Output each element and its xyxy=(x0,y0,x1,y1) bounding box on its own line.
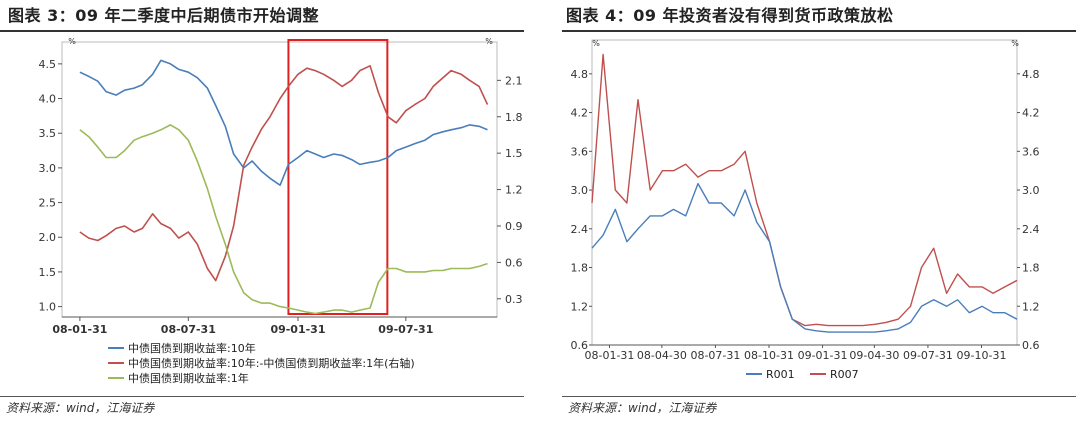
series-line-r007 xyxy=(591,53,1018,327)
series-line-1 xyxy=(79,59,488,186)
y-right-tick-label: 0.9 xyxy=(505,220,523,233)
figure-4-top-rule xyxy=(562,30,1076,32)
x-tick-label: 09-01-31 xyxy=(270,323,325,336)
y-right-tick-label: 0.6 xyxy=(505,256,523,269)
y-right-tick-label: 4.2 xyxy=(1022,107,1040,120)
legend-label-3: 中债国债到期收益率:1年 xyxy=(128,371,249,385)
y-left-tick-label: 4.8 xyxy=(571,68,589,81)
x-tick-label: 09-01-31 xyxy=(798,349,848,362)
x-tick-label: 09-07-31 xyxy=(378,323,433,336)
x-tick-label: 08-04-30 xyxy=(637,349,687,362)
y-right-tick-label: 4.8 xyxy=(1022,68,1040,81)
x-tick-label: 08-10-31 xyxy=(744,349,794,362)
y-left-tick-label: 0.6 xyxy=(571,339,589,352)
legend-label-r007: R007 xyxy=(830,368,859,381)
figure-3-chart: % % 1.0 1.5 2.0 2.5 3.0 3.5 4.0 4.5 0.3 0.6 0.9 1.2 1.… xyxy=(39,37,523,385)
y-right-unit: % xyxy=(1011,39,1019,48)
y-left-tick-label: 3.0 xyxy=(39,162,57,175)
y-left-unit: % xyxy=(68,37,76,46)
y-left-tick-label: 2.0 xyxy=(39,231,57,244)
y-left-tick-label: 2.4 xyxy=(571,223,589,236)
figure-3-bottom-rule xyxy=(0,396,524,397)
y-right-tick-label: 3.0 xyxy=(1022,184,1040,197)
figure-4-bottom-rule xyxy=(562,396,1076,397)
y-left-tick-label: 3.6 xyxy=(571,145,589,158)
figure-4-title: 图表 4：09 年投资者没有得到货币政策放松 xyxy=(566,6,894,25)
legend-label-r001: R001 xyxy=(766,368,795,381)
series-line-r001 xyxy=(591,182,1018,333)
y-right-tick-label: 1.2 xyxy=(505,184,523,197)
legend-label-1: 中债国债到期收益率:10年 xyxy=(128,341,256,355)
y-left-tick-label: 3.0 xyxy=(571,184,589,197)
series-line-3 xyxy=(79,124,488,315)
figure-3-title: 图表 3：09 年二季度中后期债市开始调整 xyxy=(8,6,320,25)
y-left-tick-label: 4.5 xyxy=(39,58,57,71)
y-right-tick-label: 0.3 xyxy=(505,293,523,306)
y-right-tick-label: 1.5 xyxy=(505,147,523,160)
y-left-unit: % xyxy=(592,39,600,48)
y-right-tick-label: 3.6 xyxy=(1022,145,1040,158)
y-left-tick-label: 4.2 xyxy=(571,107,589,120)
figure-4-source: 资料来源：wind，江海证券 xyxy=(568,401,717,415)
y-left-tick-label: 4.0 xyxy=(39,93,57,106)
figure-3-top-rule xyxy=(0,30,524,32)
series-line-2 xyxy=(79,65,489,282)
x-tick-label: 08-01-31 xyxy=(584,349,634,362)
y-left-tick-label: 3.5 xyxy=(39,127,57,140)
y-right-tick-label: 1.8 xyxy=(1022,262,1040,275)
x-tick-label: 09-07-31 xyxy=(903,349,953,362)
y-right-tick-label: 1.2 xyxy=(1022,300,1040,313)
y-right-tick-label: 1.8 xyxy=(505,111,523,124)
x-tick-label: 09-10-31 xyxy=(957,349,1007,362)
y-left-tick-label: 1.5 xyxy=(39,266,57,279)
x-tick-label: 08-07-31 xyxy=(690,349,740,362)
figure-3-source: 资料来源：wind，江海证券 xyxy=(6,401,155,415)
y-left-tick-label: 1.2 xyxy=(571,300,589,313)
y-left-tick-label: 1.8 xyxy=(571,262,589,275)
figure-4-chart: % % 0.6 0.6 1.2 1.2 1.8 1.8 2.4 2.4 3.0 3.0 3.6 3.6 4.… xyxy=(571,39,1040,381)
x-tick-label: 08-01-31 xyxy=(52,323,107,336)
x-tick-label: 08-07-31 xyxy=(161,323,216,336)
x-tick-label: 09-04-30 xyxy=(849,349,899,362)
y-left-tick-label: 1.0 xyxy=(39,301,57,314)
plot-area xyxy=(591,39,1018,346)
y-left-tick-label: 2.5 xyxy=(39,197,57,210)
y-right-tick-label: 0.6 xyxy=(1022,339,1040,352)
y-right-tick-label: 2.1 xyxy=(505,74,523,87)
plot-area xyxy=(61,41,498,318)
legend-label-2: 中债国债到期收益率:10年:-中债国债到期收益率:1年(右轴) xyxy=(128,356,415,370)
highlight-box xyxy=(287,39,389,315)
y-right-tick-label: 2.4 xyxy=(1022,223,1040,236)
y-right-unit: % xyxy=(485,37,493,46)
